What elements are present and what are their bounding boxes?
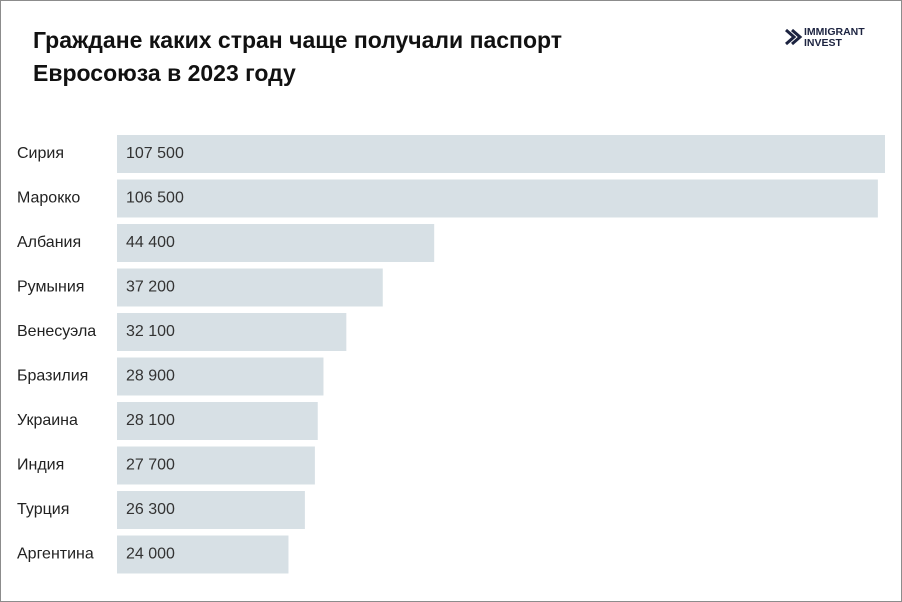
category-label: Венесуэла: [17, 323, 96, 340]
category-label: Турция: [17, 501, 69, 518]
category-label: Албания: [17, 234, 81, 251]
bar: [117, 224, 435, 262]
bar: [117, 402, 318, 440]
category-label: Румыния: [17, 279, 84, 296]
value-label: 32 100: [126, 323, 175, 340]
logo-text: IMMIGRANT: [804, 26, 865, 38]
bar: [117, 179, 878, 218]
logo-icon: [785, 28, 803, 46]
bar: [117, 135, 885, 173]
value-label: 28 100: [126, 412, 175, 429]
category-label: Украина: [17, 412, 78, 429]
value-label: 107 500: [126, 145, 184, 162]
value-label: 24 000: [126, 546, 175, 563]
value-label: 106 500: [126, 190, 184, 207]
bar: [117, 357, 324, 396]
chart-title: Евросоюза в 2023 году: [33, 60, 296, 86]
bar: [117, 268, 383, 307]
bar: [117, 446, 315, 485]
value-label: 26 300: [126, 501, 175, 518]
category-label: Бразилия: [17, 368, 88, 385]
category-label: Аргентина: [17, 546, 94, 563]
value-label: 44 400: [126, 234, 175, 251]
bar: [117, 491, 305, 529]
value-label: 37 200: [126, 279, 175, 296]
category-label: Марокко: [17, 190, 80, 207]
bar: [117, 535, 289, 574]
value-label: 28 900: [126, 368, 175, 385]
category-label: Сирия: [17, 145, 64, 162]
category-label: Индия: [17, 457, 64, 474]
value-label: 27 700: [126, 457, 175, 474]
bar: [117, 313, 347, 351]
logo-text: INVEST: [804, 37, 843, 49]
chart-title: Граждане каких стран чаще получали паспо…: [33, 27, 562, 53]
